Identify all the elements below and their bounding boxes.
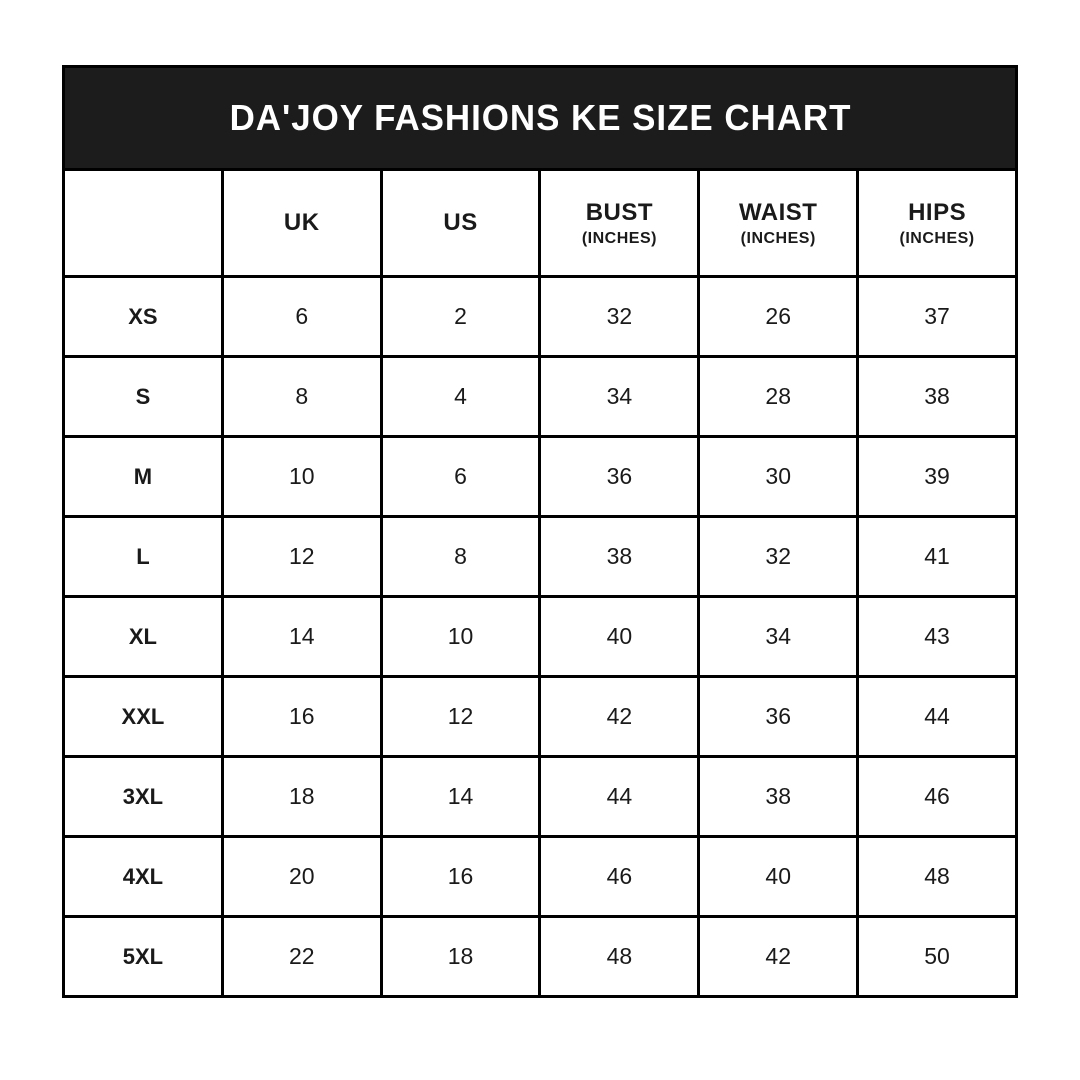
header-us: US [379,168,542,278]
size-cell: 4XL [62,835,224,918]
table-row: 4XL 20 16 46 40 48 [62,835,1018,918]
hips-cell: 37 [856,275,1018,358]
header-hips-label: HIPS [908,198,967,226]
hips-cell: 43 [856,595,1018,678]
size-cell: 5XL [62,915,224,998]
header-bust-label: BUST [585,198,654,226]
header-bust: BUST (INCHES) [538,168,701,278]
title-banner: DA'JOY FASHIONS KE SIZE CHART [62,65,1018,168]
uk-cell: 18 [220,755,383,838]
header-hips: HIPS (INCHES) [856,168,1018,278]
page-title: DA'JOY FASHIONS KE SIZE CHART [229,97,851,138]
table-row: XS 6 2 32 26 37 [62,275,1018,358]
uk-cell: 22 [220,915,383,998]
table-header: UK US BUST (INCHES) WAIST (INCHES) HIPS … [62,168,1018,278]
size-cell: XXL [62,675,224,758]
hips-cell: 41 [856,515,1018,598]
hips-cell: 46 [856,755,1018,838]
size-cell: L [62,515,224,598]
us-cell: 8 [379,515,542,598]
table-row: S 8 4 34 28 38 [62,355,1018,438]
header-waist: WAIST (INCHES) [697,168,860,278]
us-cell: 4 [379,355,542,438]
bust-cell: 40 [538,595,701,678]
size-cell: S [62,355,224,438]
waist-cell: 30 [697,435,860,518]
header-waist-label: WAIST [738,198,818,226]
bust-cell: 46 [538,835,701,918]
size-chart-sheet: DA'JOY FASHIONS KE SIZE CHART UK US BUST… [62,65,1018,998]
hips-cell: 38 [856,355,1018,438]
waist-cell: 38 [697,755,860,838]
us-cell: 6 [379,435,542,518]
bust-cell: 36 [538,435,701,518]
size-chart-table: UK US BUST (INCHES) WAIST (INCHES) HIPS … [62,168,1018,998]
hips-cell: 50 [856,915,1018,998]
header-hips-unit: (INCHES) [899,229,975,247]
table-row: M 10 6 36 30 39 [62,435,1018,518]
bust-cell: 44 [538,755,701,838]
bust-cell: 42 [538,675,701,758]
uk-cell: 14 [220,595,383,678]
header-size [62,168,224,278]
table-row: XXL 16 12 42 36 44 [62,675,1018,758]
uk-cell: 16 [220,675,383,758]
table-row: XL 14 10 40 34 43 [62,595,1018,678]
size-cell: XS [62,275,224,358]
hips-cell: 44 [856,675,1018,758]
waist-cell: 26 [697,275,860,358]
waist-cell: 36 [697,675,860,758]
waist-cell: 34 [697,595,860,678]
hips-cell: 39 [856,435,1018,518]
uk-cell: 20 [220,835,383,918]
header-bust-unit: (INCHES) [581,229,657,247]
waist-cell: 32 [697,515,860,598]
header-waist-unit: (INCHES) [740,229,816,247]
hips-cell: 48 [856,835,1018,918]
waist-cell: 42 [697,915,860,998]
table-row: L 12 8 38 32 41 [62,515,1018,598]
us-cell: 10 [379,595,542,678]
uk-cell: 10 [220,435,383,518]
bust-cell: 32 [538,275,701,358]
us-cell: 14 [379,755,542,838]
header-row: UK US BUST (INCHES) WAIST (INCHES) HIPS … [62,168,1018,278]
header-uk: UK [220,168,383,278]
table-row: 3XL 18 14 44 38 46 [62,755,1018,838]
size-cell: 3XL [62,755,224,838]
bust-cell: 48 [538,915,701,998]
waist-cell: 28 [697,355,860,438]
table-body: XS 6 2 32 26 37 S 8 4 34 28 38 M 1 [62,275,1018,998]
us-cell: 2 [379,275,542,358]
uk-cell: 8 [220,355,383,438]
uk-cell: 6 [220,275,383,358]
table-row: 5XL 22 18 48 42 50 [62,915,1018,998]
size-cell: XL [62,595,224,678]
us-cell: 18 [379,915,542,998]
size-cell: M [62,435,224,518]
uk-cell: 12 [220,515,383,598]
bust-cell: 38 [538,515,701,598]
us-cell: 12 [379,675,542,758]
waist-cell: 40 [697,835,860,918]
bust-cell: 34 [538,355,701,438]
us-cell: 16 [379,835,542,918]
